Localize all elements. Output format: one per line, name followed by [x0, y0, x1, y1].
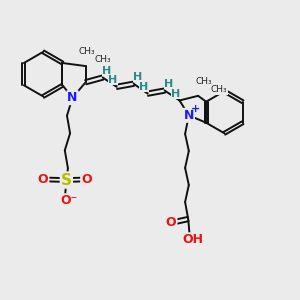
- Text: H: H: [171, 89, 180, 99]
- Text: H: H: [102, 66, 111, 76]
- Text: N: N: [184, 109, 194, 122]
- Text: O: O: [81, 173, 92, 186]
- Text: H: H: [164, 79, 173, 89]
- Text: CH₃: CH₃: [211, 85, 227, 94]
- Text: OH: OH: [182, 233, 203, 246]
- Text: O: O: [166, 216, 176, 229]
- Text: H: H: [139, 82, 148, 92]
- Text: CH₃: CH₃: [94, 55, 111, 64]
- Text: S: S: [61, 172, 72, 188]
- Text: +: +: [191, 103, 200, 113]
- Text: CH₃: CH₃: [79, 47, 96, 56]
- Text: O⁻: O⁻: [60, 194, 77, 207]
- Text: H: H: [133, 72, 142, 82]
- Text: O: O: [38, 173, 49, 186]
- Text: CH₃: CH₃: [195, 77, 212, 86]
- Text: N: N: [68, 91, 78, 104]
- Text: H: H: [108, 75, 118, 85]
